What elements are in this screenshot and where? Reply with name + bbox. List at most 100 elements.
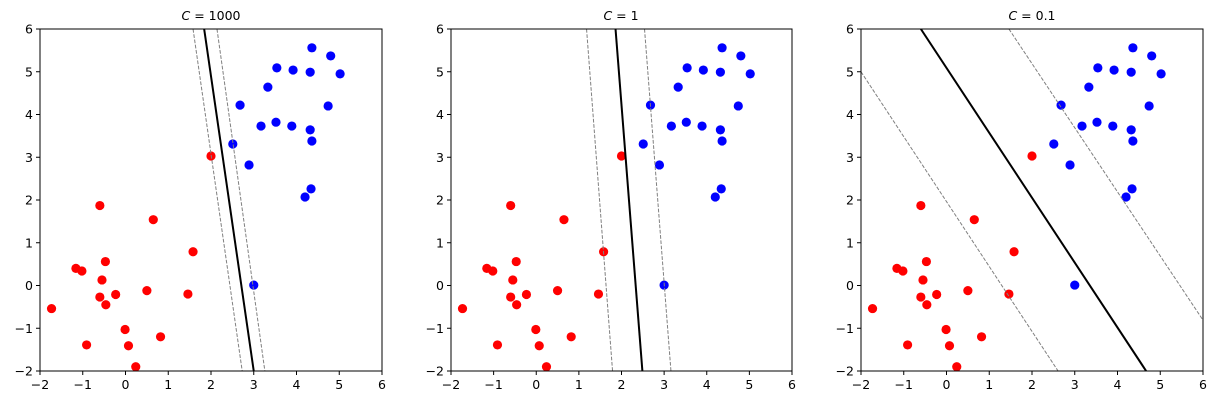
red-point: [511, 256, 521, 267]
red-point: [77, 266, 87, 276]
red-point: [492, 340, 503, 350]
blue-point: [666, 121, 676, 131]
red-point: [534, 341, 544, 351]
y-tick-label: −1: [836, 321, 854, 336]
plot-area: [861, 29, 1203, 371]
blue-point: [1108, 121, 1118, 131]
red-point: [969, 215, 979, 225]
red-point: [867, 303, 878, 314]
red-point: [941, 324, 951, 335]
blue-point: [307, 43, 317, 53]
red-point: [512, 300, 522, 310]
red-point: [566, 332, 576, 342]
red-point: [183, 289, 193, 299]
blue-point: [300, 192, 310, 202]
y-tick-label: 0: [25, 278, 33, 293]
red-point: [521, 289, 532, 300]
red-point: [559, 215, 569, 225]
y-tick-label: 1: [436, 235, 444, 250]
red-point: [916, 292, 926, 302]
red-point: [155, 332, 166, 342]
blue-point: [1127, 184, 1137, 194]
blue-point: [681, 117, 691, 127]
red-point: [1009, 247, 1019, 257]
x-tick-label: 6: [1199, 377, 1207, 392]
x-tick-label: 6: [378, 377, 386, 392]
y-tick-label: 3: [436, 150, 444, 165]
red-point: [963, 286, 973, 296]
y-tick-label: 3: [25, 150, 33, 165]
red-point: [188, 247, 198, 257]
subplot-title: C = 1000: [182, 8, 241, 23]
y-tick-label: −1: [426, 321, 444, 336]
red-point: [506, 292, 516, 302]
blue-point: [263, 82, 273, 92]
x-tick-label: 4: [703, 377, 711, 392]
red-point: [131, 362, 141, 371]
blue-point: [1126, 67, 1136, 77]
blue-point: [307, 136, 317, 146]
blue-point: [244, 160, 254, 170]
x-tick-label: 4: [293, 377, 301, 392]
x-tick-label: 3: [250, 377, 258, 392]
red-point: [1027, 151, 1037, 161]
red-point: [506, 200, 516, 211]
red-point: [142, 286, 152, 296]
margin-line-lower: [861, 71, 1059, 371]
red-point: [531, 324, 541, 335]
blue-point: [715, 67, 725, 77]
blue-point: [1093, 63, 1103, 73]
plot-area: [46, 29, 345, 371]
x-tick-label: 6: [788, 377, 796, 392]
red-point: [111, 289, 121, 300]
subplot-title: C = 1: [603, 8, 638, 23]
y-tick-label: −2: [426, 364, 444, 379]
red-point: [916, 200, 926, 211]
blue-point: [306, 184, 316, 194]
red-point: [97, 275, 107, 285]
y-tick-label: 6: [25, 22, 33, 37]
blue-point: [1092, 117, 1102, 127]
blue-point: [288, 65, 298, 75]
blue-point: [736, 51, 746, 61]
blue-point: [717, 136, 727, 146]
margin-line-upper: [644, 29, 672, 371]
y-tick-label: 2: [436, 193, 444, 208]
decision-boundary: [614, 29, 644, 371]
y-tick-label: −1: [15, 321, 33, 336]
blue-point: [717, 43, 727, 53]
axes-frame: [450, 28, 793, 372]
blue-point: [1056, 100, 1066, 110]
blue-point: [326, 51, 336, 61]
subplot-c-0-1: C = 0.1 −2 −1 0 1 2 3 4 5 6 −2 −1 0 1 2 3 4 5 6: [836, 8, 1207, 392]
y-tick-label: 6: [846, 22, 854, 37]
blue-point: [1070, 280, 1080, 290]
y-tick-label: 1: [25, 235, 33, 250]
x-tick-label: 0: [122, 377, 130, 392]
subplot-c-1000: C = 1000 −2 −1 0 1 2 3 4 5 6 −2 −1 0 1 2 3 4 5 6: [15, 8, 386, 392]
y-tick-label: 4: [846, 107, 854, 122]
x-tick-label: 2: [618, 377, 626, 392]
blue-point: [733, 101, 743, 111]
x-tick-label: 5: [745, 377, 753, 392]
red-point: [976, 332, 987, 342]
blue-point: [1065, 160, 1075, 170]
margin-line-lower: [586, 29, 614, 371]
margin-line-upper: [216, 29, 266, 371]
blue-point: [1049, 139, 1059, 149]
blue-point: [1128, 43, 1138, 53]
decision-boundary: [203, 29, 255, 371]
blue-point: [716, 184, 726, 194]
blue-point: [1156, 69, 1166, 79]
x-tick-label: 1: [985, 377, 993, 392]
blue-point: [272, 63, 282, 73]
red-point: [932, 289, 942, 300]
red-point: [95, 200, 105, 211]
y-tick-label: 5: [25, 64, 33, 79]
y-tick-label: 5: [846, 64, 854, 79]
blue-point: [1109, 65, 1119, 75]
y-tick-label: 5: [436, 64, 444, 79]
x-tick-label: 4: [1114, 377, 1122, 392]
red-point: [100, 256, 111, 267]
blue-point: [710, 192, 720, 202]
